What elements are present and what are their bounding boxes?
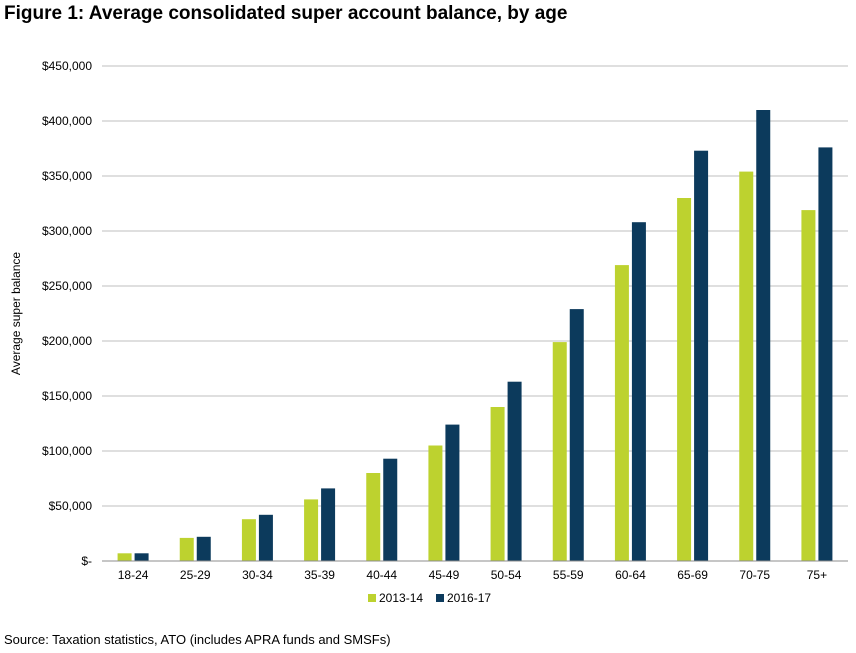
y-tick-label: $250,000 <box>42 279 92 293</box>
figure-title: Figure 1: Average consolidated super acc… <box>4 3 568 24</box>
bar-2016-17-55-59 <box>569 309 584 561</box>
bar-2013-14-30-34 <box>241 519 256 561</box>
bar-2013-14-18-24 <box>117 553 132 561</box>
y-axis-ticks: $- $50,000 $100,000 $150,000 $200,000 $250,00… <box>42 59 92 568</box>
legend-label: 2016-17 <box>447 591 491 605</box>
bar-chart: $- $50,000 $100,000 $150,000 $200,000 $250,00… <box>9 59 848 605</box>
legend-swatch <box>368 594 376 602</box>
bar-2016-17-70-75 <box>756 110 771 561</box>
x-tick-label: 18-24 <box>118 568 149 582</box>
y-tick-label: $300,000 <box>42 224 92 238</box>
x-tick-label: 75+ <box>807 568 827 582</box>
x-tick-label: 50-54 <box>491 568 522 582</box>
bar-2016-17-60-64 <box>631 222 646 561</box>
bar-2016-17-25-29 <box>196 536 211 561</box>
y-axis-label: Average super balance <box>9 252 23 376</box>
y-tick-label: $200,000 <box>42 334 92 348</box>
bar-2016-17-65-69 <box>694 150 709 561</box>
x-tick-label: 70-75 <box>739 568 770 582</box>
bar-2016-17-35-39 <box>321 488 336 561</box>
bar-2016-17-40-44 <box>383 458 398 561</box>
bar-2013-14-35-39 <box>304 499 319 561</box>
bar-2013-14-40-44 <box>366 473 381 561</box>
x-tick-label: 55-59 <box>553 568 584 582</box>
bar-2016-17-50-54 <box>507 381 522 561</box>
bar-2013-14-25-29 <box>179 537 194 561</box>
y-tick-label: $400,000 <box>42 114 92 128</box>
x-tick-label: 45-49 <box>429 568 460 582</box>
x-tick-label: 60-64 <box>615 568 646 582</box>
y-tick-label: $450,000 <box>42 59 92 73</box>
bar-2013-14-50-54 <box>490 407 505 561</box>
x-tick-label: 40-44 <box>366 568 397 582</box>
bar-2016-17-75+ <box>818 147 833 561</box>
x-tick-label: 35-39 <box>304 568 335 582</box>
source-note: Source: Taxation statistics, ATO (includ… <box>4 632 391 647</box>
bar-2013-14-65-69 <box>677 198 692 561</box>
bar-2016-17-45-49 <box>445 424 460 561</box>
bar-2013-14-55-59 <box>552 342 567 561</box>
bar-2013-14-70-75 <box>739 171 754 561</box>
bar-2013-14-75+ <box>801 210 816 561</box>
x-axis-ticks: 18-24 25-29 30-34 35-39 40-44 45-49 50-54 55-59… <box>118 568 827 582</box>
legend: 2013-14 2016-17 <box>368 591 491 605</box>
legend-label: 2013-14 <box>379 591 423 605</box>
y-tick-label: $350,000 <box>42 169 92 183</box>
bars <box>117 110 833 561</box>
legend-swatch <box>436 594 444 602</box>
x-tick-label: 30-34 <box>242 568 273 582</box>
y-tick-label: $100,000 <box>42 444 92 458</box>
bar-2013-14-60-64 <box>614 265 629 561</box>
x-tick-label: 65-69 <box>677 568 708 582</box>
bar-2016-17-18-24 <box>134 553 149 561</box>
x-tick-label: 25-29 <box>180 568 211 582</box>
bar-2013-14-45-49 <box>428 445 443 561</box>
y-tick-label: $- <box>81 554 92 568</box>
bar-2016-17-30-34 <box>258 514 273 561</box>
y-tick-label: $150,000 <box>42 389 92 403</box>
y-tick-label: $50,000 <box>49 499 93 513</box>
gridlines <box>102 65 848 507</box>
